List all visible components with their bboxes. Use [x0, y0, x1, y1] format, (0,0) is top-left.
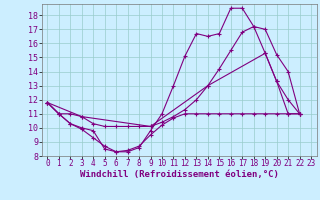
X-axis label: Windchill (Refroidissement éolien,°C): Windchill (Refroidissement éolien,°C) [80, 170, 279, 179]
